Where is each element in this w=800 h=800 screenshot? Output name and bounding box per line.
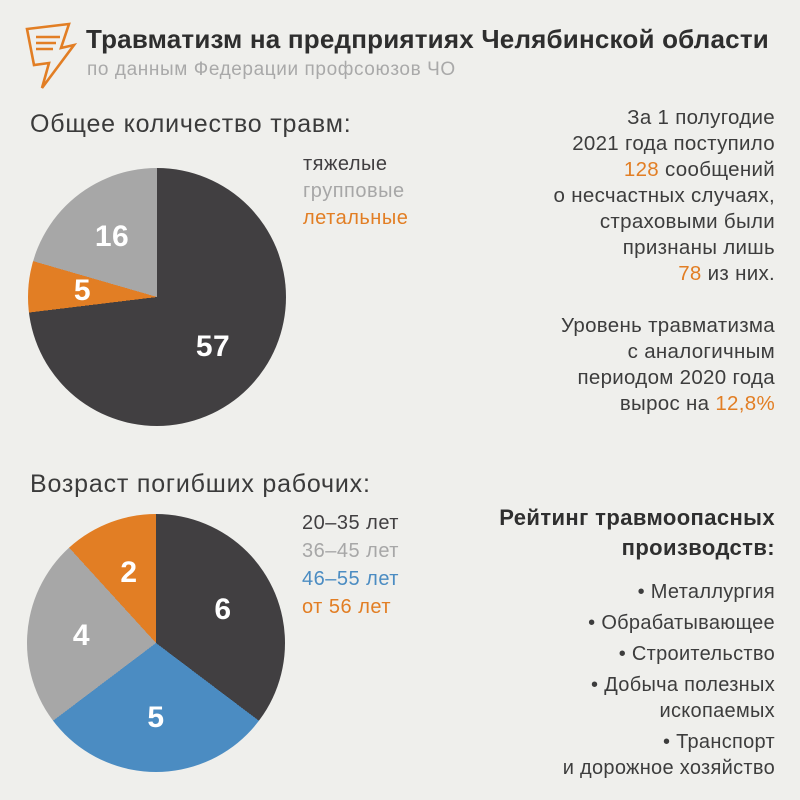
pie-slice-label: 6	[214, 592, 232, 626]
stats-text-line: 128 сообщений	[345, 157, 775, 183]
pie-slice-label: 57	[195, 329, 231, 363]
stats-text-line: о несчастных случаях,	[345, 183, 775, 209]
legend-item: летальные	[303, 207, 409, 229]
text-segment: о несчастных случаях,	[553, 184, 775, 207]
text-segment: страховыми были	[599, 210, 775, 233]
text-segment: сообщений	[659, 158, 775, 181]
industries-panel: Рейтинг травмоопасных производств: • Мет…	[435, 503, 775, 786]
stats-text-line: периодом 2020 года	[345, 365, 775, 391]
industry-item-line: ископаемых	[659, 700, 775, 722]
stats-text-line: вырос на 12,8%	[345, 391, 775, 417]
pie-slice-label: 16	[94, 220, 130, 254]
highlighted-value: 12,8%	[715, 392, 775, 415]
stats-text-line: страховыми были	[345, 209, 775, 235]
industry-list-item: • Добыча полезных ископаемых	[435, 672, 775, 724]
legend-item: групповые	[303, 180, 405, 202]
highlighted-value: 78	[678, 262, 702, 285]
industry-item-line: и дорожное хозяйство	[562, 757, 775, 779]
stats-text-line: признаны лишь	[345, 235, 775, 261]
industry-list-item: • Транспорт и дорожное хозяйство	[435, 729, 775, 781]
page-subtitle: по данным Федерации профсоюзов ЧО	[87, 59, 456, 80]
industry-list-item: • Металлургия	[435, 579, 775, 605]
lightning-message-icon	[25, 22, 78, 89]
bullet-icon: •	[637, 581, 651, 603]
bullet-icon: •	[618, 643, 632, 665]
industries-heading-line1: Рейтинг травмоопасных	[499, 505, 775, 530]
industries-list: • Металлургия • Обрабатывающее • Строитель…	[435, 579, 775, 781]
pie-slice-label: 5	[73, 273, 92, 307]
stats-paragraph: За 1 полугодие 2021 года поступило 128 соо…	[345, 105, 775, 287]
injuries-pie-chart: 57 5 16	[28, 168, 286, 426]
stats-text-line: 78 из них.	[345, 261, 775, 287]
industry-item-line: • Транспорт	[662, 731, 775, 753]
industry-list-item: • Обрабатывающее	[435, 610, 775, 636]
pie-slice-label: 2	[120, 556, 138, 590]
industry-item-line: • Обрабатывающее	[588, 612, 775, 634]
stats-text-block: За 1 полугодие 2021 года поступило 128 соо…	[345, 105, 775, 417]
text-segment: вырос на	[619, 392, 716, 415]
pie-slice-label: 4	[72, 619, 91, 653]
industries-heading: Рейтинг травмоопасных производств:	[435, 503, 775, 563]
bullet-icon: •	[591, 674, 605, 696]
text-segment: из них.	[701, 262, 775, 285]
stats-text-line: Уровень травматизма	[345, 313, 775, 339]
legend-item: тяжелые	[303, 153, 388, 175]
text-segment: с аналогичным	[627, 340, 775, 363]
industry-item-line: • Добыча полезных	[591, 674, 775, 696]
legend-item: 20–35 лет	[302, 512, 399, 534]
text-segment: периодом 2020 года	[577, 366, 775, 389]
legend-item: 36–45 лет	[302, 540, 399, 562]
text-segment: признаны лишь	[622, 236, 775, 259]
bullet-icon: •	[662, 731, 677, 753]
legend-item: от 56 лет	[302, 596, 391, 618]
text-segment: За 1 полугодие	[627, 106, 775, 129]
section-age-heading: Возраст погибших рабочих:	[30, 470, 371, 498]
stats-text-line: За 1 полугодие	[345, 105, 775, 131]
age-legend: 20–35 лет 36–45 лет 46–55 лет от 56 лет	[302, 509, 399, 621]
industry-item-line: • Строительство	[618, 643, 775, 665]
bullet-icon: •	[588, 612, 602, 634]
page-title: Травматизм на предприятиях Челябинской о…	[86, 24, 769, 54]
stats-text-line: 2021 года поступило	[345, 131, 775, 157]
industries-heading-line2: производств:	[621, 535, 775, 560]
pie-slice-label: 5	[147, 700, 165, 734]
stats-text-line: с аналогичным	[345, 339, 775, 365]
text-segment: Уровень травматизма	[561, 314, 775, 337]
stats-paragraph: Уровень травматизма с аналогичным периодом…	[345, 313, 775, 417]
highlighted-value: 128	[623, 158, 660, 181]
text-segment: 2021 года поступило	[572, 132, 775, 155]
industry-item-line: • Металлургия	[637, 581, 775, 603]
legend-item: 46–55 лет	[302, 568, 399, 590]
injuries-legend: тяжелые групповые летальные	[303, 151, 408, 232]
industry-list-item: • Строительство	[435, 641, 775, 667]
section-injuries-heading: Общее количество травм:	[30, 110, 352, 138]
